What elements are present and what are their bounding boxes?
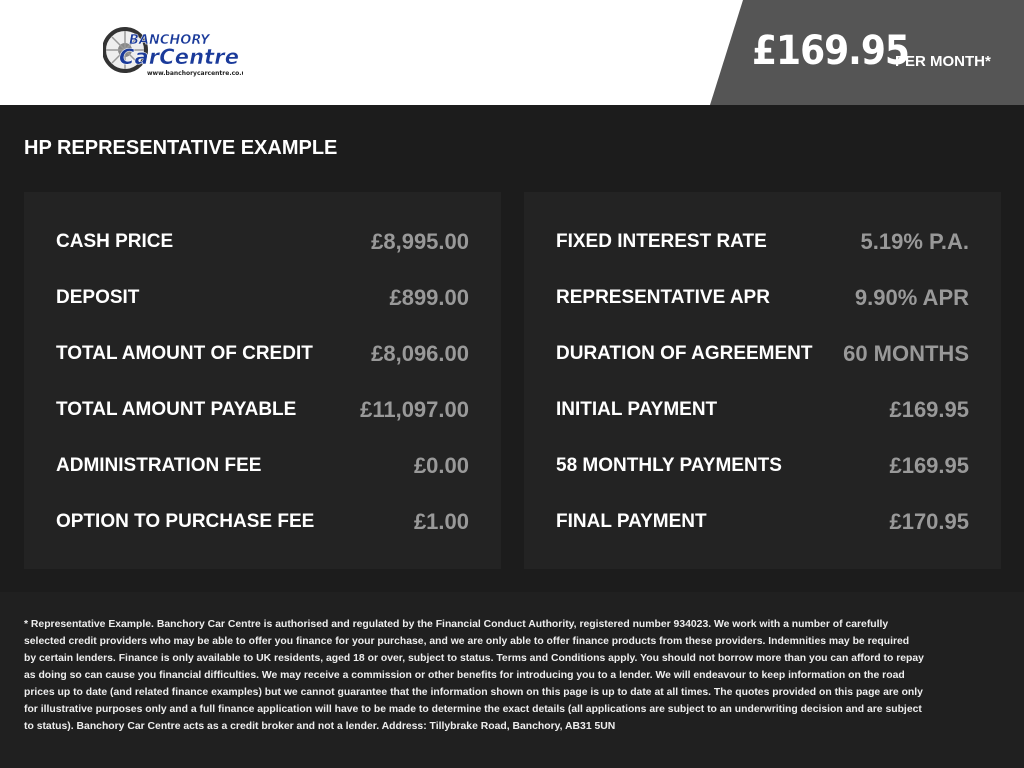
finance-label: CASH PRICE — [56, 231, 174, 252]
finance-row: TOTAL AMOUNT PAYABLE £11,097.00 — [56, 382, 469, 438]
finance-value: £8,096.00 — [371, 341, 469, 366]
finance-value: £1.00 — [413, 509, 469, 534]
finance-label: ADMINISTRATION FEE — [56, 455, 262, 476]
disclaimer-text: * Representative Example. Banchory Car C… — [24, 619, 924, 732]
finance-row: INITIAL PAYMENT £169.95 — [556, 382, 969, 438]
finance-label: OPTION TO PURCHASE FEE — [56, 511, 315, 532]
finance-row: DEPOSIT £899.00 — [56, 270, 469, 326]
finance-row: REPRESENTATIVE APR 9.90% APR — [556, 270, 969, 326]
svg-text:CarCentre: CarCentre — [119, 45, 239, 69]
finance-row: TOTAL AMOUNT OF CREDIT £8,096.00 — [56, 326, 469, 382]
finance-panel-left: CASH PRICE £8,995.00 DEPOSIT £899.00 TOTAL A… — [24, 192, 501, 569]
finance-value: £11,097.00 — [360, 397, 469, 422]
per-month-label: PER MONTH* — [895, 53, 991, 70]
finance-label: REPRESENTATIVE APR — [556, 287, 770, 308]
finance-value: £8,995.00 — [371, 229, 469, 254]
finance-value: £170.95 — [889, 509, 969, 534]
disclaimer-footer: * Representative Example. Banchory Car C… — [0, 592, 1024, 768]
finance-label: TOTAL AMOUNT PAYABLE — [56, 399, 297, 420]
monthly-price-banner — [710, 0, 1024, 105]
finance-value: £169.95 — [889, 397, 969, 422]
finance-label: 58 MONTHLY PAYMENTS — [556, 455, 782, 476]
finance-value: 9.90% APR — [854, 285, 969, 310]
finance-row: FINAL PAYMENT £170.95 — [556, 494, 969, 550]
finance-row: FIXED INTEREST RATE 5.19% P.A. — [556, 214, 969, 270]
finance-label: DEPOSIT — [56, 287, 140, 308]
finance-value: 5.19% P.A. — [860, 229, 969, 254]
section-title: HP REPRESENTATIVE EXAMPLE — [24, 137, 338, 159]
svg-text:www.banchorycarcentre.co.uk: www.banchorycarcentre.co.uk — [147, 70, 243, 77]
finance-label: FIXED INTEREST RATE — [556, 231, 767, 252]
finance-row: 58 MONTHLY PAYMENTS £169.95 — [556, 438, 969, 494]
finance-label: INITIAL PAYMENT — [556, 399, 718, 420]
banchory-car-centre-logo: BANCHORY CarCentre www.banchorycarcentre… — [103, 27, 243, 77]
finance-value: 60 MONTHS — [843, 341, 969, 366]
finance-row: DURATION OF AGREEMENT 60 MONTHS — [556, 326, 969, 382]
finance-row: CASH PRICE £8,995.00 — [56, 214, 469, 270]
finance-label: FINAL PAYMENT — [556, 511, 707, 532]
monthly-price: £169.95 — [752, 28, 910, 74]
finance-row: OPTION TO PURCHASE FEE £1.00 — [56, 494, 469, 550]
finance-value: £899.00 — [389, 285, 469, 310]
finance-label: TOTAL AMOUNT OF CREDIT — [56, 343, 313, 364]
finance-label: DURATION OF AGREEMENT — [556, 343, 813, 364]
finance-value: £169.95 — [889, 453, 969, 478]
finance-row: ADMINISTRATION FEE £0.00 — [56, 438, 469, 494]
svg-text:BANCHORY: BANCHORY — [129, 33, 211, 48]
finance-value: £0.00 — [413, 453, 469, 478]
finance-panel-right: FIXED INTEREST RATE 5.19% P.A. REPRESENTAT… — [524, 192, 1001, 569]
